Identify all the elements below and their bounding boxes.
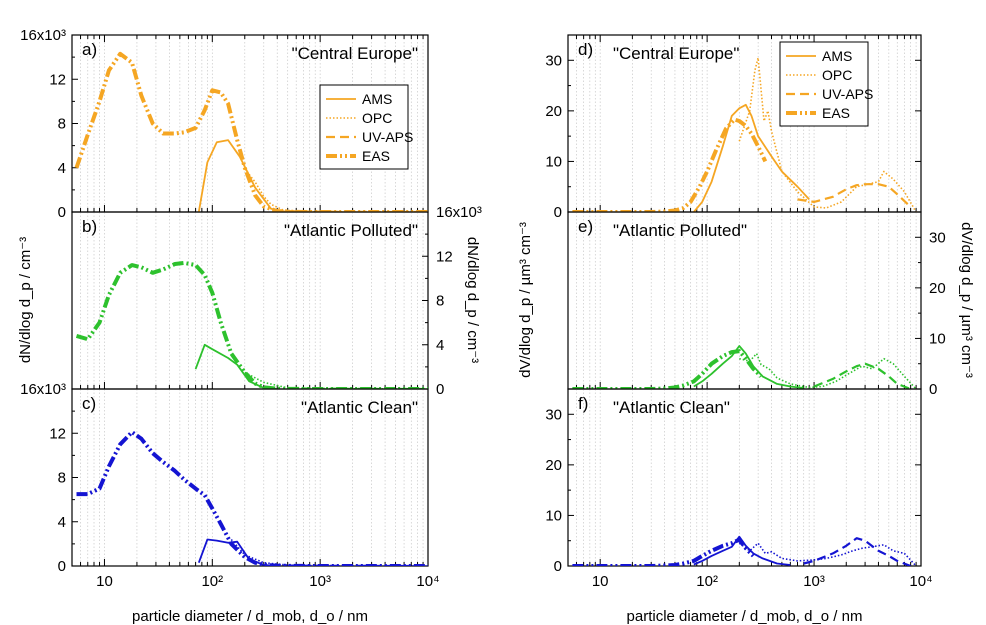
right-y-axis-title-2: dV/dlog d_p / µm³ cm⁻³: [958, 222, 975, 378]
series-opc-d: [738, 56, 917, 212]
y-tick-label: 10: [545, 507, 562, 524]
region-label: "Atlantic Polluted": [613, 221, 747, 240]
y-tick-label: 8: [436, 293, 444, 310]
x-axis-title: particle diameter / d_mob, d_o / nm: [627, 608, 863, 625]
series-opc-e: [739, 352, 917, 389]
series-ams-c: [197, 538, 278, 566]
panel-a: 0 4 8 12 16x10³ a) "Central Europe" AMS OPC UV-AP…: [20, 27, 429, 221]
legend-label: UV-APS: [822, 86, 873, 102]
y-tick-label: 10: [929, 330, 946, 347]
x-tick-label: 10: [96, 573, 113, 590]
y-tick-label: 0: [436, 381, 444, 398]
panel-label: a): [82, 40, 97, 59]
y-tick-label: 0: [929, 381, 937, 398]
x-tick-label: 10⁴: [416, 573, 439, 590]
y-tick-label: 0: [554, 204, 562, 221]
panel-label: e): [578, 217, 593, 236]
y-tick-label: 12: [436, 248, 453, 265]
series-eas-a: [74, 51, 428, 212]
x-tick-label: 10²: [696, 573, 718, 590]
series-uv-aps-e: [813, 362, 911, 389]
y-tick-label: 4: [436, 337, 444, 354]
series-eas-d: [572, 117, 768, 212]
y-tick-label: 0: [554, 558, 562, 575]
y-tick-label: 8: [58, 470, 66, 487]
y-tick-label: 16x10³: [20, 27, 66, 44]
y-tick-label: 30: [929, 229, 946, 246]
legend-label: EAS: [822, 105, 850, 121]
region-label: "Central Europe": [613, 44, 739, 63]
legend-label: AMS: [362, 91, 392, 107]
y-tick-label: 12: [49, 71, 66, 88]
x-tick-label: 10³: [309, 573, 331, 590]
x-tick-label: 10²: [201, 573, 223, 590]
series-eas-b: [75, 260, 428, 389]
legend-d: AMS OPC UV-APS EAS: [779, 41, 873, 127]
y-tick-label: 0: [58, 204, 66, 221]
series-eas-e: [572, 349, 763, 389]
y-tick-label: 20: [545, 457, 562, 474]
plot-frame: [567, 388, 922, 567]
y-tick-label: 8: [58, 116, 66, 133]
series-opc-a: [244, 168, 428, 212]
panel-e: 0 10 20 30 e) "Atlantic Polluted": [567, 211, 946, 398]
left-y-axis-title: dN/dlog d_p / cm⁻³: [17, 237, 34, 363]
y-tick-label: 12: [49, 425, 66, 442]
panel-d: 0 10 20 30 d) "Central Europe" AMS OPC UV-APS EAS: [545, 34, 922, 221]
y-tick-label: 30: [545, 52, 562, 69]
series-eas-f: [572, 537, 755, 566]
y-tick-label: 20: [545, 103, 562, 120]
series-uv-aps-d: [797, 183, 912, 208]
legend-label: OPC: [362, 110, 392, 126]
series-ams-f: [693, 535, 791, 566]
y-tick-label: 4: [58, 160, 66, 177]
right-y-axis-title: dN/dlog d_p / cm⁻³: [464, 237, 481, 363]
region-label: "Atlantic Clean": [613, 398, 730, 417]
panel-label: b): [82, 217, 97, 236]
y-tick-label: 16x10³: [20, 381, 66, 398]
x-axis-title: particle diameter / d_mob, d_o / nm: [132, 608, 368, 625]
series-ams-e: [693, 345, 804, 389]
legend-a: AMS OPC UV-APS EAS: [319, 84, 413, 170]
series-opc-c: [230, 538, 428, 566]
legend-label: UV-APS: [362, 129, 413, 145]
region-label: "Atlantic Clean": [301, 398, 418, 417]
y-tick-label: 30: [545, 406, 562, 423]
panel-f: 0 10 20 30 f) "Atlantic Clean" 10 10² 10³ 10⁴ part…: [545, 388, 933, 625]
series-ams-a: [197, 139, 288, 212]
panel-c: 0 4 8 12 16x10³ c) "Atlantic Clean" 10 10² 10³ 10⁴…: [20, 381, 439, 625]
x-tick-label: 10³: [803, 573, 825, 590]
y-tick-label: 4: [58, 514, 66, 531]
panel-label: f): [578, 394, 588, 413]
series-opc-b: [244, 371, 428, 389]
y-tick-label: 20: [929, 280, 946, 297]
legend-label: EAS: [362, 148, 390, 164]
series-eas-c: [76, 430, 428, 566]
legend-label: OPC: [822, 67, 852, 83]
y-tick-label: 16x10³: [436, 204, 482, 221]
panel-b: 0 4 8 12 16x10³ b) "Atlantic Polluted": [71, 204, 482, 398]
y-tick-label: 10: [545, 153, 562, 170]
series-ams-b: [194, 343, 278, 389]
region-label: "Central Europe": [292, 44, 418, 63]
y-tick-label: 0: [58, 558, 66, 575]
legend-label: AMS: [822, 48, 852, 64]
series-uv-aps-f: [803, 537, 911, 566]
x-tick-label: 10⁴: [909, 573, 932, 590]
plot-frame: [71, 388, 429, 567]
region-label: "Atlantic Polluted": [284, 221, 418, 240]
panel-label: d): [578, 40, 593, 59]
series-ams-d: [693, 103, 810, 212]
left-y-axis-title-2: dV/dlog d_p / µm³ cm⁻³: [517, 222, 534, 378]
panel-label: c): [82, 394, 96, 413]
x-tick-label: 10: [592, 573, 609, 590]
series-opc-f: [738, 542, 917, 566]
